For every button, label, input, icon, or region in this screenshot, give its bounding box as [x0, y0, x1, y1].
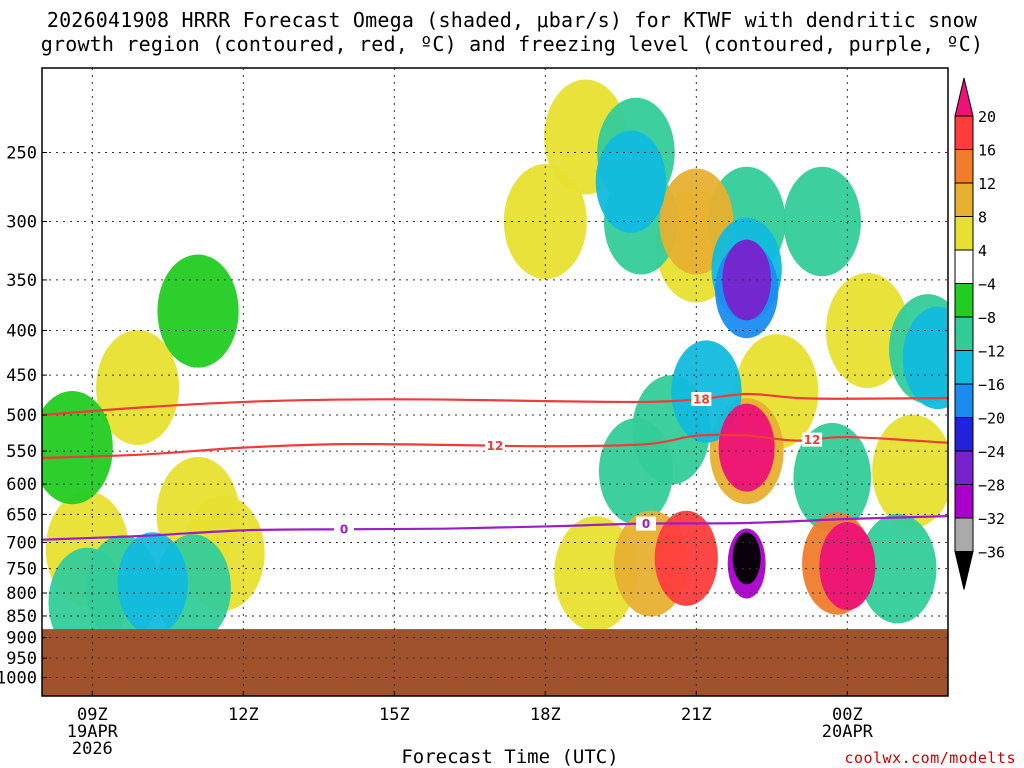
x-tick-label-21Z: 21Z [681, 705, 712, 725]
x-tick-label-12Z: 12Z [228, 705, 259, 725]
colorbar-seg-1 [954, 115, 974, 150]
omega-cell-4 [503, 164, 587, 280]
y-tick-label-900: 900 [6, 629, 37, 649]
omega-cell-38 [722, 239, 772, 321]
omega-cell-9 [42, 391, 113, 505]
colorbar-label-6: −8 [978, 309, 996, 327]
colorbar-seg-12 [954, 484, 974, 519]
ground-fill [42, 629, 948, 696]
omega-cell-32 [902, 306, 948, 410]
colorbar-label-1: 16 [978, 142, 996, 160]
x-tick-label-15Z: 15Z [379, 705, 410, 725]
colorbar-label-12: −32 [978, 510, 1005, 528]
colorbar-label-10: −24 [978, 443, 1005, 461]
isotherm-line-1 [42, 433, 948, 460]
colorbar-seg-11 [954, 450, 974, 485]
omega-cell-17 [783, 166, 861, 277]
x-tick-year-09Z: 2026 [72, 739, 113, 759]
isotherm-line-2 [42, 515, 948, 541]
pressure-axis: 2503003504004505005506006507007508008509… [0, 144, 47, 689]
y-tick-label-400: 400 [6, 322, 37, 342]
isotherm-label-bg-3 [636, 516, 656, 531]
colorbar-label-7: −12 [978, 343, 1005, 361]
terrain-block [42, 629, 948, 696]
omega-cell-7 [825, 273, 909, 389]
colorbar-seg-4 [954, 216, 974, 251]
y-tick-label-550: 550 [6, 442, 37, 462]
isotherm-line-0 [42, 392, 948, 417]
omega-cell-31 [671, 340, 742, 443]
omega-cell-28 [117, 532, 188, 635]
isotherm-contours: 18 12 0 0 12 [42, 392, 948, 541]
colorbar-label-9: −20 [978, 410, 1005, 428]
colorbar-seg-13 [954, 517, 974, 552]
isotherm-label-bg-4 [802, 432, 823, 447]
colorbar-label-0: 20 [978, 108, 996, 126]
colorbar-seg-8 [954, 350, 974, 385]
omega-cell-12 [872, 414, 948, 528]
omega-cell-0 [96, 330, 180, 446]
colorbar-seg-6 [954, 283, 974, 318]
chart-title: 2026041908 HRRR Forecast Omega (shaded, … [0, 8, 1024, 56]
omega-cell-36 [718, 403, 775, 492]
y-tick-label-750: 750 [6, 560, 37, 580]
x-tick-date-09Z: 19APR [67, 722, 119, 742]
omega-colorbar: 20 16 12 8 4 −4 −8 −12 −16 −20 −24 −28 −32 −36 [954, 77, 1005, 590]
title-line-1: 2026041908 HRRR Forecast Omega (shaded, … [46, 8, 978, 32]
colorbar-seg-7 [954, 316, 974, 351]
plot-frame [41, 67, 949, 697]
colorbar-label-5: −4 [978, 276, 996, 294]
colorbar-seg-10 [954, 417, 974, 452]
omega-cell-10 [157, 254, 239, 368]
isotherm-label-1: 12 [487, 439, 504, 453]
title-line-2: growth region (contoured, red, ºC) and f… [40, 32, 984, 56]
omega-cell-25 [598, 418, 673, 525]
x-tick-label-18Z: 18Z [530, 705, 561, 725]
isotherm-label-4: 12 [804, 433, 821, 447]
y-tick-label-450: 450 [6, 366, 37, 386]
colorbar-label-2: 12 [978, 175, 996, 193]
y-tick-label-650: 650 [6, 505, 37, 525]
colorbar-label-3: 8 [978, 209, 987, 227]
omega-cell-35 [654, 510, 718, 606]
colorbar-bottom-arrow [954, 551, 974, 590]
credit-text: coolwx.com/modelts [844, 749, 1016, 767]
y-tick-label-950: 950 [6, 649, 37, 669]
x-axis-label: Forecast Time (UTC) [401, 746, 619, 768]
colorbar-label-13: −36 [978, 544, 1005, 562]
omega-cell-19 [793, 422, 872, 533]
y-tick-label-1000: 1000 [0, 669, 37, 689]
colorbar-label-4: 4 [978, 242, 987, 260]
y-tick-label-300: 300 [6, 213, 37, 233]
x-tick-label-09Z: 09Z [77, 705, 108, 725]
omega-cell-29 [595, 130, 667, 233]
y-tick-label-700: 700 [6, 533, 37, 553]
y-tick-label-500: 500 [6, 406, 37, 426]
isotherm-label-bg-0 [691, 392, 712, 407]
y-tick-label-600: 600 [6, 475, 37, 495]
colorbar-seg-2 [954, 149, 974, 184]
colorbar-label-8: −16 [978, 376, 1005, 394]
colorbar-seg-5 [954, 249, 974, 284]
omega-shading [42, 79, 948, 658]
omega-cell-40 [732, 532, 761, 585]
isotherm-label-2: 0 [340, 523, 348, 537]
y-tick-label-800: 800 [6, 584, 37, 604]
isotherm-label-bg-1 [485, 438, 505, 453]
x-tick-label-00Z: 00Z [832, 705, 863, 725]
isotherm-label-0: 18 [693, 393, 710, 407]
y-tick-label-350: 350 [6, 271, 37, 291]
x-tick-date-00Z: 20APR [822, 722, 874, 742]
isotherm-label-3: 0 [642, 517, 650, 531]
colorbar-top-arrow [954, 77, 974, 117]
colorbar-label-11: −28 [978, 477, 1005, 495]
isotherm-label-bg-2 [334, 522, 354, 537]
y-tick-label-250: 250 [6, 144, 37, 164]
colorbar-seg-9 [954, 383, 974, 418]
colorbar-seg-3 [954, 182, 974, 217]
y-tick-label-850: 850 [6, 607, 37, 627]
